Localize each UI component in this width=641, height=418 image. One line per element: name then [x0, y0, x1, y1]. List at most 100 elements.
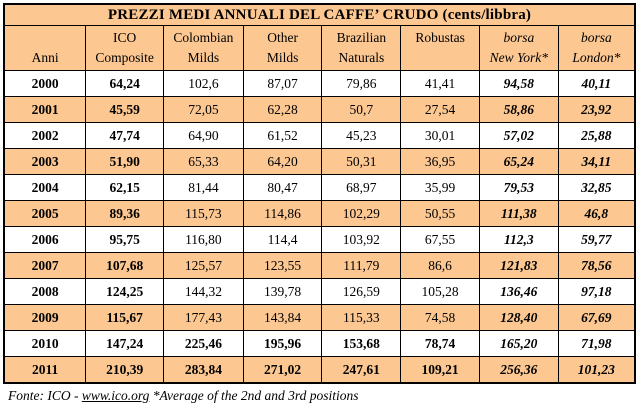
value-cell: 102,29 — [321, 200, 402, 227]
year-cell: 2006 — [3, 226, 87, 253]
ico-link[interactable]: www.ico.org — [81, 388, 150, 403]
value-cell: 65,24 — [478, 148, 559, 175]
column-header-brazilian-naturals: Brazilian Naturals — [321, 25, 402, 71]
value-cell: 45,59 — [85, 96, 164, 123]
value-cell: 111,38 — [478, 200, 559, 227]
table-row-2008: 2008 124,25 144,32 139,78 126,59 105,28 136,46… — [3, 278, 636, 305]
value-cell: 50,7 — [321, 96, 402, 123]
value-cell: 46,8 — [557, 200, 636, 227]
value-cell: 23,92 — [557, 96, 636, 123]
value-cell: 97,18 — [557, 278, 636, 305]
column-header-other-milds: Other Milds — [242, 25, 323, 71]
value-cell: 87,07 — [242, 70, 323, 97]
year-cell: 2004 — [3, 174, 87, 201]
value-cell: 57,02 — [478, 122, 559, 149]
year-cell: 2002 — [3, 122, 87, 149]
value-cell: 45,23 — [321, 122, 402, 149]
coffee-price-table: PREZZI MEDI ANNUALI DEL CAFFE’ CRUDO (ce… — [3, 3, 636, 384]
value-cell: 107,68 — [85, 252, 164, 279]
value-cell: 112,3 — [478, 226, 559, 253]
value-cell: 95,75 — [85, 226, 164, 253]
value-cell: 225,46 — [163, 330, 244, 357]
table-row-2011: 2011 210,39 283,84 271,02 247,61 109,21 256,36… — [3, 356, 636, 384]
year-cell: 2008 — [3, 278, 87, 305]
value-cell: 115,73 — [163, 200, 244, 227]
value-cell: 35,99 — [400, 174, 480, 201]
year-cell: 2010 — [3, 330, 87, 357]
value-cell: 144,32 — [163, 278, 244, 305]
column-header-ico-composite: ICO Composite — [85, 25, 164, 71]
value-cell: 94,58 — [478, 70, 559, 97]
year-cell: 2007 — [3, 252, 87, 279]
value-cell: 86,6 — [400, 252, 480, 279]
value-cell: 40,11 — [557, 70, 636, 97]
value-cell: 51,90 — [85, 148, 164, 175]
value-cell: 64,90 — [163, 122, 244, 149]
column-header-row: Anni ICO Composite Colombian Milds Other Mi… — [3, 25, 636, 71]
value-cell: 177,43 — [163, 304, 244, 331]
value-cell: 114,4 — [242, 226, 323, 253]
value-cell: 136,46 — [478, 278, 559, 305]
value-cell: 121,83 — [478, 252, 559, 279]
value-cell: 126,59 — [321, 278, 402, 305]
source-note-prefix: Fonte: ICO - — [8, 388, 82, 403]
value-cell: 27,54 — [400, 96, 480, 123]
column-header-anni: Anni — [3, 25, 87, 71]
column-header-borsa-newyork: borsa New York* — [478, 25, 559, 71]
value-cell: 72,05 — [163, 96, 244, 123]
column-header-borsa-london: borsa London* — [557, 25, 636, 71]
value-cell: 67,55 — [400, 226, 480, 253]
value-cell: 116,80 — [163, 226, 244, 253]
value-cell: 68,97 — [321, 174, 402, 201]
table-title: PREZZI MEDI ANNUALI DEL CAFFE’ CRUDO (ce… — [3, 3, 636, 26]
value-cell: 79,53 — [478, 174, 559, 201]
table-row-2004: 2004 62,15 81,44 80,47 68,97 35,99 79,53 32,85 — [3, 174, 636, 201]
source-note: Fonte: ICO - www.ico.org *Average of the… — [8, 388, 641, 404]
value-cell: 124,25 — [85, 278, 164, 305]
value-cell: 34,11 — [557, 148, 636, 175]
year-cell: 2009 — [3, 304, 87, 331]
table-row-2001: 2001 45,59 72,05 62,28 50,7 27,54 58,86 23,92 — [3, 96, 636, 123]
value-cell: 153,68 — [321, 330, 402, 357]
value-cell: 81,44 — [163, 174, 244, 201]
title-row: PREZZI MEDI ANNUALI DEL CAFFE’ CRUDO (ce… — [3, 3, 636, 26]
value-cell: 128,40 — [478, 304, 559, 331]
value-cell: 271,02 — [242, 356, 323, 384]
table-row-2007: 2007 107,68 125,57 123,55 111,79 86,6 121,83 78… — [3, 252, 636, 279]
year-cell: 2005 — [3, 200, 87, 227]
table-row-2002: 2002 47,74 64,90 61,52 45,23 30,01 57,02 25,88 — [3, 122, 636, 149]
value-cell: 256,36 — [478, 356, 559, 384]
value-cell: 139,78 — [242, 278, 323, 305]
year-cell: 2001 — [3, 96, 87, 123]
value-cell: 89,36 — [85, 200, 164, 227]
value-cell: 36,95 — [400, 148, 480, 175]
value-cell: 114,86 — [242, 200, 323, 227]
value-cell: 111,79 — [321, 252, 402, 279]
value-cell: 64,20 — [242, 148, 323, 175]
year-cell: 2011 — [3, 356, 87, 384]
value-cell: 30,01 — [400, 122, 480, 149]
value-cell: 50,31 — [321, 148, 402, 175]
value-cell: 123,55 — [242, 252, 323, 279]
value-cell: 283,84 — [163, 356, 244, 384]
table-row-2010: 2010 147,24 225,46 195,96 153,68 78,74 165,20 7… — [3, 330, 636, 357]
value-cell: 103,92 — [321, 226, 402, 253]
column-header-robustas: Robustas — [400, 25, 480, 71]
value-cell: 78,56 — [557, 252, 636, 279]
value-cell: 102,6 — [163, 70, 244, 97]
table-row-2006: 2006 95,75 116,80 114,4 103,92 67,55 112,3 59,7… — [3, 226, 636, 253]
table-row-2000: 2000 64,24 102,6 87,07 79,86 41,41 94,58 40,11 — [3, 70, 636, 97]
value-cell: 65,33 — [163, 148, 244, 175]
value-cell: 58,86 — [478, 96, 559, 123]
value-cell: 74,58 — [400, 304, 480, 331]
value-cell: 125,57 — [163, 252, 244, 279]
value-cell: 25,88 — [557, 122, 636, 149]
value-cell: 47,74 — [85, 122, 164, 149]
value-cell: 62,15 — [85, 174, 164, 201]
value-cell: 62,28 — [242, 96, 323, 123]
value-cell: 67,69 — [557, 304, 636, 331]
value-cell: 143,84 — [242, 304, 323, 331]
value-cell: 41,41 — [400, 70, 480, 97]
value-cell: 79,86 — [321, 70, 402, 97]
